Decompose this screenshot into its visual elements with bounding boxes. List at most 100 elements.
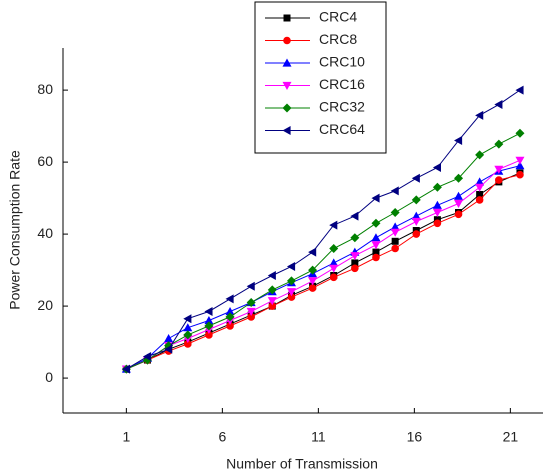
series-line: [126, 165, 521, 370]
marker: [454, 173, 464, 183]
marker: [184, 340, 192, 348]
marker: [515, 156, 525, 165]
marker: [329, 273, 338, 282]
marker: [183, 314, 192, 324]
marker: [495, 176, 503, 184]
y-axis-label: Power Consumption Rate: [7, 150, 23, 310]
marker: [183, 323, 193, 332]
marker: [204, 321, 214, 331]
marker: [329, 243, 339, 253]
marker: [350, 233, 360, 243]
marker: [371, 218, 381, 228]
marker: [454, 199, 464, 209]
marker: [412, 230, 421, 238]
series-line: [126, 174, 521, 370]
marker: [432, 200, 442, 209]
marker: [411, 211, 421, 220]
x-tick-label: 16: [407, 429, 423, 445]
marker: [391, 244, 399, 253]
y-tick-label: 40: [37, 225, 53, 241]
marker: [351, 259, 359, 267]
legend-marker: [282, 81, 292, 90]
y-tick-label: 60: [37, 153, 53, 169]
legend-label: CRC16: [319, 76, 365, 92]
marker: [268, 302, 277, 310]
x-tick-label: 11: [311, 429, 326, 445]
marker: [515, 128, 525, 138]
legend-label: CRC10: [319, 54, 365, 70]
legend-label: CRC64: [319, 121, 365, 137]
legend-marker: [283, 14, 291, 22]
marker: [308, 265, 318, 275]
marker: [308, 247, 317, 257]
x-axis-label: Number of Transmission: [226, 456, 378, 472]
marker: [142, 351, 152, 361]
legend-marker: [282, 58, 292, 67]
marker: [390, 228, 400, 237]
marker: [247, 313, 255, 321]
marker: [121, 364, 130, 374]
marker: [329, 264, 339, 273]
marker: [476, 191, 484, 199]
marker: [286, 276, 296, 286]
marker: [205, 331, 213, 339]
marker: [411, 173, 420, 183]
marker: [494, 139, 504, 149]
marker: [350, 211, 359, 221]
marker: [475, 150, 485, 160]
marker: [246, 281, 255, 291]
legend-marker: [282, 103, 292, 113]
x-tick-label: 6: [218, 429, 226, 445]
marker: [350, 252, 360, 261]
marker: [329, 220, 338, 230]
marker: [494, 100, 503, 110]
marker: [390, 208, 400, 218]
marker: [286, 288, 296, 297]
series-line: [126, 159, 521, 370]
marker: [433, 219, 442, 228]
marker: [246, 297, 256, 307]
marker: [515, 85, 524, 95]
marker: [287, 293, 296, 301]
marker: [164, 344, 173, 354]
legend-marker: [282, 126, 291, 135]
marker: [371, 233, 381, 242]
marker: [267, 297, 277, 306]
marker: [371, 241, 381, 250]
marker: [494, 165, 504, 174]
marker: [164, 333, 174, 343]
marker: [475, 177, 485, 186]
marker: [411, 217, 421, 227]
x-tick-label: 21: [503, 429, 519, 445]
marker: [432, 163, 441, 173]
marker: [329, 258, 339, 267]
marker: [411, 195, 421, 205]
marker: [516, 170, 524, 179]
series-line: [126, 132, 521, 370]
marker: [267, 270, 276, 280]
x-tick-label: 1: [122, 429, 130, 445]
marker: [515, 161, 525, 170]
marker: [475, 196, 484, 204]
marker: [454, 210, 463, 219]
marker: [267, 285, 277, 295]
marker: [204, 315, 214, 325]
marker: [351, 264, 359, 273]
marker: [246, 307, 256, 316]
marker: [390, 186, 399, 196]
legend-marker: [283, 36, 291, 45]
marker: [308, 284, 317, 292]
y-tick-label: 0: [45, 369, 53, 385]
marker: [183, 330, 193, 340]
marker: [286, 261, 296, 271]
y-tick-label: 20: [37, 297, 53, 313]
marker: [432, 208, 442, 218]
legend-label: CRC4: [319, 9, 357, 25]
marker: [454, 191, 464, 200]
marker: [372, 253, 380, 262]
marker: [226, 322, 234, 330]
marker: [372, 248, 380, 256]
legend-box: [254, 1, 387, 154]
marker: [391, 237, 399, 245]
